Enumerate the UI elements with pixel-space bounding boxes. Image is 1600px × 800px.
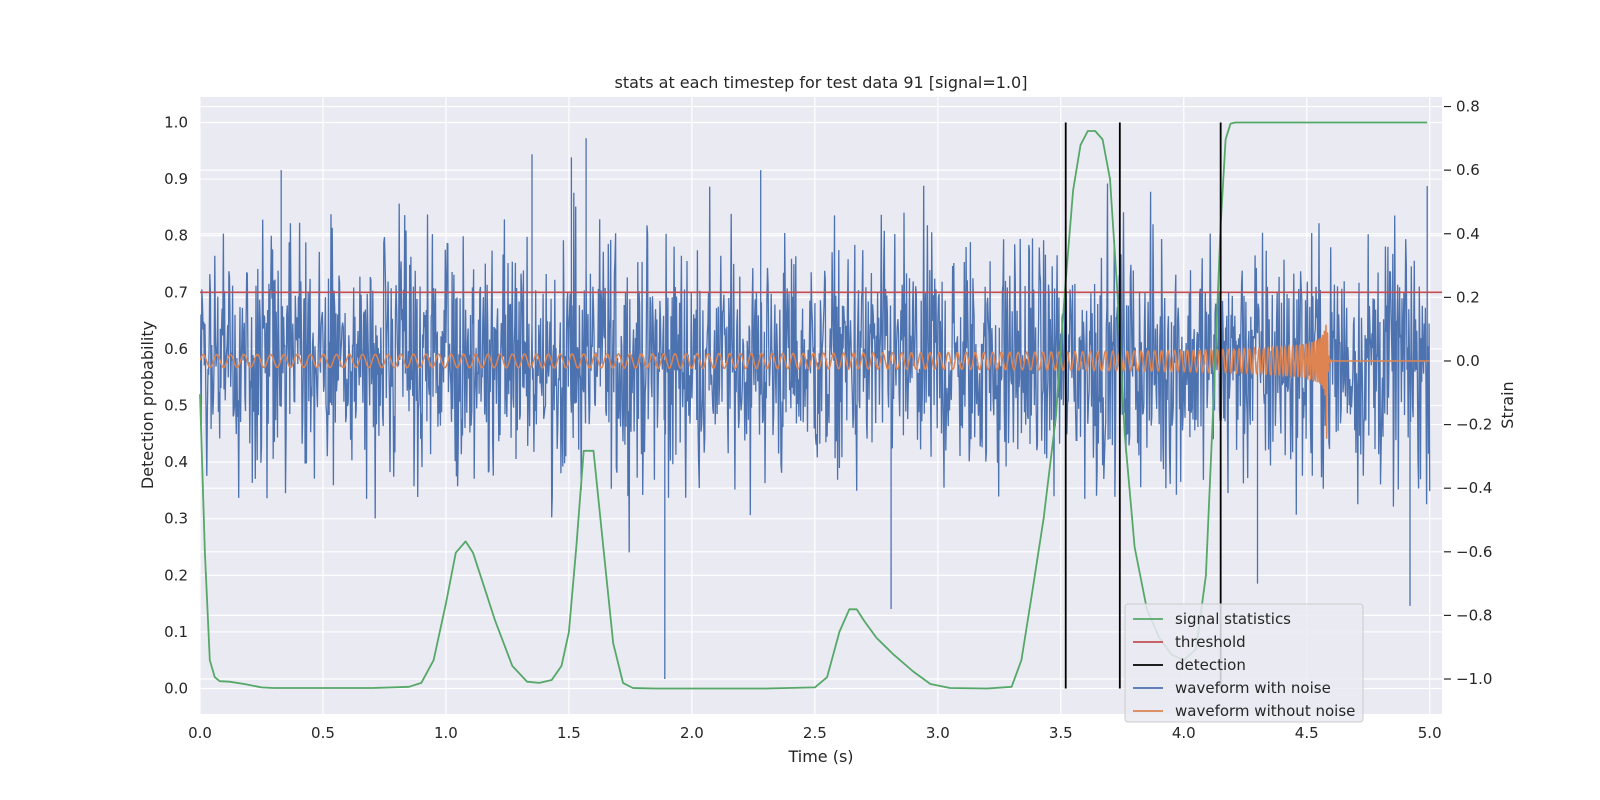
right-tick-label: 0.6 (1456, 161, 1480, 179)
legend: signal statistics threshold detection wavef… (1124, 603, 1364, 723)
legend-box (1124, 603, 1364, 723)
y-tick-label: 0.2 (164, 566, 188, 584)
x-tick-label: 5.0 (1418, 724, 1442, 742)
right-tick-label: −0.4 (1456, 479, 1492, 497)
right-tick-label: −1.0 (1456, 670, 1492, 688)
right-tick-label: 0.8 (1456, 98, 1480, 116)
right-axis-label: Strain (1498, 381, 1517, 428)
right-tick-label: −0.2 (1456, 416, 1492, 434)
x-tick-label: 1.5 (557, 724, 581, 742)
y-tick-label: 0.6 (164, 340, 188, 358)
legend-label: threshold (1175, 633, 1246, 651)
x-tick-label: 3.5 (1049, 724, 1073, 742)
x-tick-label: 4.0 (1172, 724, 1196, 742)
y-axis-label: Detection probability (138, 321, 157, 489)
x-tick-label: 0.0 (188, 724, 212, 742)
x-tick-label: 3.0 (926, 724, 950, 742)
y-tick-label: 0.9 (164, 170, 188, 188)
x-tick-label: 2.5 (803, 724, 827, 742)
y-tick-label: 0.0 (164, 680, 188, 698)
series-waveform-with-noise (200, 138, 1431, 679)
right-tick-label: 0.0 (1456, 352, 1480, 370)
y-tick-label: 0.1 (164, 623, 188, 641)
x-tick-label: 2.0 (680, 724, 704, 742)
legend-label: signal statistics (1175, 610, 1291, 628)
x-tick-label: 1.0 (434, 724, 458, 742)
y-tick-label: 0.7 (164, 283, 188, 301)
x-tick-label: 0.5 (311, 724, 335, 742)
y-axis-ticks: 0.0 0.1 0.2 0.3 0.4 0.5 0.6 0.7 0.8 0.9 1.0 (164, 113, 188, 697)
right-axis-ticks: −1.0 −0.8 −0.6 −0.4 −0.2 0.0 0.2 0.4 0.6 0.8 (1444, 98, 1492, 688)
legend-label: detection (1175, 656, 1246, 674)
x-axis-ticks: 0.0 0.5 1.0 1.5 2.0 2.5 3.0 3.5 4.0 4.5 5.0 (188, 724, 1442, 742)
y-tick-label: 1.0 (164, 113, 188, 131)
series-waveform-without-noise (200, 324, 1430, 439)
x-axis-label: Time (s) (787, 747, 853, 766)
right-tick-label: 0.4 (1456, 225, 1480, 243)
right-tick-label: 0.2 (1456, 288, 1480, 306)
legend-label: waveform with noise (1175, 679, 1331, 697)
x-tick-label: 4.5 (1295, 724, 1319, 742)
y-tick-label: 0.4 (164, 453, 188, 471)
legend-entries: signal statistics threshold detection wavef… (1133, 610, 1355, 720)
chart-title: stats at each timestep for test data 91 … (615, 73, 1028, 92)
legend-label: waveform without noise (1175, 702, 1355, 720)
y-tick-label: 0.5 (164, 397, 188, 415)
y-tick-label: 0.8 (164, 227, 188, 245)
right-tick-label: −0.6 (1456, 543, 1492, 561)
y-tick-label: 0.3 (164, 510, 188, 528)
right-tick-label: −0.8 (1456, 606, 1492, 624)
